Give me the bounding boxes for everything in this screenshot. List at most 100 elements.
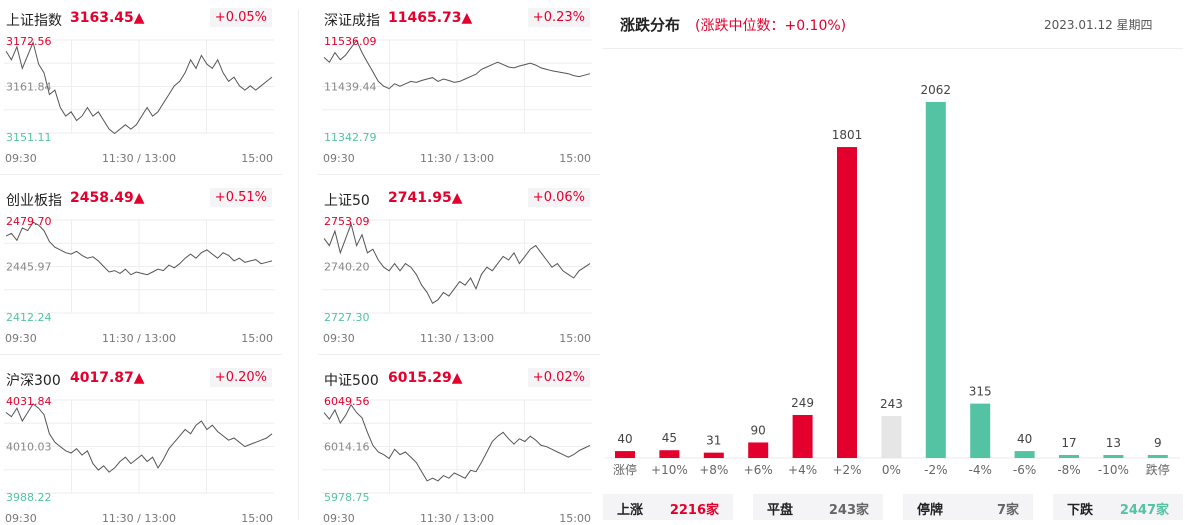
category-label: +4%: [788, 463, 817, 477]
stat-box: 上涨 2216家: [603, 494, 733, 520]
index-header: 创业板指 2458.49▲ +0.51%: [4, 188, 274, 210]
time-axis-label: 15:00: [559, 512, 591, 525]
index-sparkline-chart: 11536.09 11439.44 11342.79 09:30 11:30 / 13:…: [322, 35, 592, 165]
index-change-badge: +0.06%: [527, 188, 590, 207]
time-axis-label: 11:30 / 13:00: [420, 512, 494, 525]
time-axis-label: 15:00: [559, 332, 591, 345]
index-change-badge: +0.05%: [209, 8, 272, 27]
index-panel[interactable]: 上证指数 3163.45▲ +0.05% 3172.56 3161.84 3151.11 0…: [4, 0, 274, 165]
stat-value: 7家: [996, 503, 1019, 518]
index-panel[interactable]: 创业板指 2458.49▲ +0.51% 2479.70 2445.97 2412.24 0…: [4, 180, 274, 345]
time-axis-label: 11:30 / 13:00: [102, 152, 176, 165]
index-panel[interactable]: 深证成指 11465.73▲ +0.23% 11536.09 11439.44 11342…: [322, 0, 592, 165]
time-axis-label: 11:30 / 13:00: [420, 152, 494, 165]
index-change-badge: +0.20%: [209, 368, 272, 387]
stat-label: 停牌: [917, 503, 944, 518]
index-name: 上证50: [324, 193, 370, 209]
index-panel[interactable]: 上证50 2741.95▲ +0.06% 2753.09 2740.20 2727.30 0…: [322, 180, 592, 345]
bar: [792, 415, 813, 458]
time-axis-label: 15:00: [241, 512, 273, 525]
y-high-label: 2753.09: [324, 215, 370, 228]
index-change-badge: +0.02%: [527, 368, 590, 387]
category-label: -6%: [1013, 463, 1036, 477]
distribution-subtitle: (涨跌中位数：+0.10%): [695, 18, 847, 34]
index-panel[interactable]: 沪深300 4017.87▲ +0.20% 4031.84 4010.03 3988.22…: [4, 360, 274, 525]
index-sparkline-chart: 3172.56 3161.84 3151.11 09:30 11:30 / 13:00 1…: [4, 35, 274, 165]
bar: [1059, 455, 1079, 458]
category-label: 0%: [882, 463, 901, 477]
bar: [970, 403, 991, 458]
time-axis-label: 15:00: [559, 152, 591, 165]
category-label: +6%: [744, 463, 773, 477]
time-axis-label: 11:30 / 13:00: [102, 512, 176, 525]
category-label: +2%: [832, 463, 861, 477]
row-divider: [0, 174, 282, 175]
time-axis-label: 09:30: [5, 512, 37, 525]
y-low-label: 2412.24: [6, 311, 52, 324]
index-value: 2458.49▲: [70, 190, 145, 206]
stat-box: 平盘 243家: [753, 494, 883, 520]
stat-label: 平盘: [767, 503, 794, 518]
time-axis-label: 09:30: [323, 152, 355, 165]
bar: [615, 451, 635, 458]
stat-label: 下跌: [1067, 503, 1094, 518]
bar-value-label: 1801: [832, 128, 863, 142]
row-divider: [318, 174, 600, 175]
bar: [837, 147, 857, 459]
stat-label: 上涨: [617, 503, 644, 518]
distribution-divider: [603, 48, 1183, 49]
bar-value-label: 90: [751, 423, 766, 437]
index-price-line: [323, 222, 591, 305]
y-high-label: 4031.84: [6, 395, 52, 408]
time-axis-label: 09:30: [5, 332, 37, 345]
y-high-label: 3172.56: [6, 35, 52, 48]
distribution-title: 涨跌分布: [620, 16, 681, 34]
index-header: 中证500 6015.29▲ +0.02%: [322, 368, 592, 390]
index-panel[interactable]: 中证500 6015.29▲ +0.02% 6049.56 6014.16 5978.75…: [322, 360, 592, 525]
panel-divider: [298, 10, 299, 520]
y-low-label: 3151.11: [6, 131, 52, 144]
bar-value-label: 40: [617, 432, 632, 446]
index-sparkline-chart: 6049.56 6014.16 5978.75 09:30 11:30 / 13:00 1…: [322, 395, 592, 525]
index-header: 沪深300 4017.87▲ +0.20%: [4, 368, 274, 390]
bar-value-label: 2062: [921, 83, 952, 97]
category-label: -2%: [924, 463, 947, 477]
index-value: 6015.29▲: [388, 370, 463, 386]
y-mid-label: 2445.97: [6, 261, 52, 274]
bar: [925, 102, 946, 458]
time-axis-label: 09:30: [323, 332, 355, 345]
bar: [881, 416, 902, 458]
category-label: +8%: [699, 463, 728, 477]
time-axis-label: 15:00: [241, 332, 273, 345]
time-axis-label: 09:30: [5, 152, 37, 165]
y-mid-label: 11439.44: [324, 81, 377, 94]
y-low-label: 11342.79: [324, 131, 377, 144]
stat-value: 2447家: [1119, 503, 1169, 518]
time-axis-label: 11:30 / 13:00: [102, 332, 176, 345]
index-name: 上证指数: [6, 13, 62, 29]
index-price-line: [5, 40, 273, 135]
bar: [703, 452, 724, 458]
category-label: -4%: [969, 463, 992, 477]
y-high-label: 2479.70: [6, 215, 52, 228]
bar-value-label: 45: [662, 431, 677, 445]
index-name: 深证成指: [324, 13, 380, 29]
y-low-label: 5978.75: [324, 491, 370, 504]
category-label: -10%: [1098, 463, 1129, 477]
index-price-line: [323, 403, 591, 482]
bar-value-label: 315: [969, 385, 992, 399]
bar-value-label: 249: [791, 396, 814, 410]
index-sparkline-chart: 2479.70 2445.97 2412.24 09:30 11:30 / 13:00 1…: [4, 215, 274, 345]
index-header: 深证成指 11465.73▲ +0.23%: [322, 8, 592, 30]
bar: [659, 450, 680, 458]
index-value: 11465.73▲: [388, 10, 473, 26]
index-change-badge: +0.23%: [527, 8, 590, 27]
index-value: 4017.87▲: [70, 370, 145, 386]
index-header: 上证指数 3163.45▲ +0.05%: [4, 8, 274, 30]
row-divider: [318, 354, 600, 355]
index-name: 创业板指: [6, 193, 62, 209]
y-mid-label: 4010.03: [6, 441, 52, 454]
index-sparkline-chart: 4031.84 4010.03 3988.22 09:30 11:30 / 13:00 1…: [4, 395, 274, 525]
y-high-label: 6049.56: [324, 395, 370, 408]
y-mid-label: 6014.16: [324, 441, 370, 454]
